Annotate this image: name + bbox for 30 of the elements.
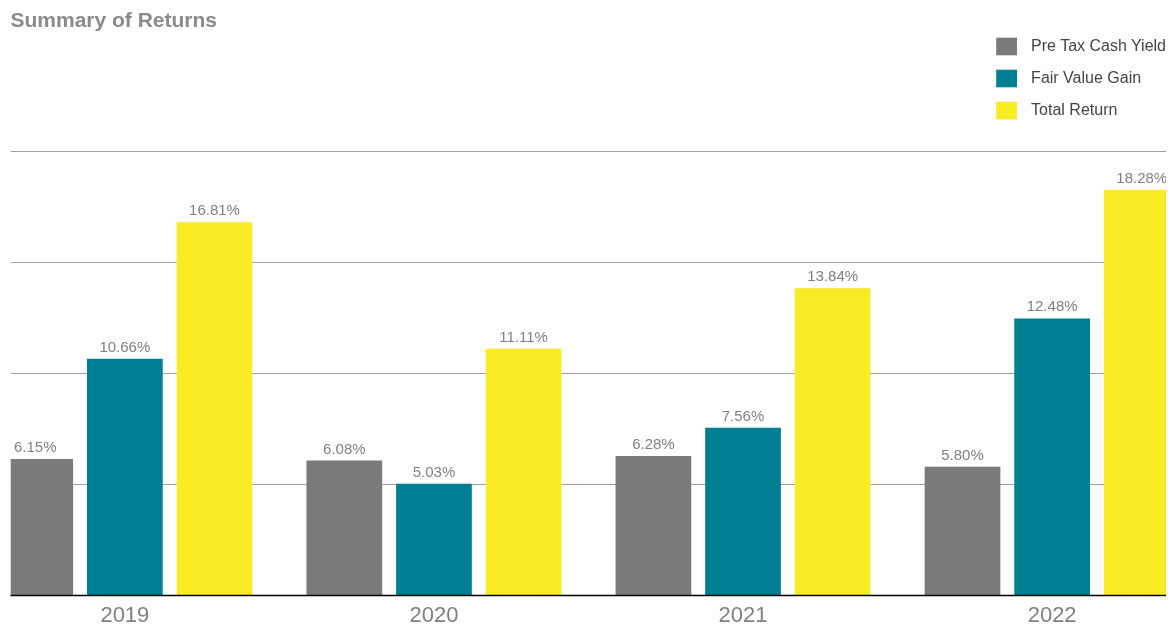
chart-title: Summary of Returns [10, 7, 218, 31]
bar [485, 348, 562, 596]
x-tick-label: 2020 [409, 601, 459, 627]
bar [705, 427, 781, 596]
bar [1014, 318, 1090, 596]
data-label: 5.80% [941, 445, 984, 463]
x-tick-label: 2022 [1027, 601, 1077, 627]
bar [176, 222, 253, 596]
legend-label: Fair Value Gain [1031, 69, 1142, 87]
legend-label: Total Return [1031, 101, 1118, 119]
bar [924, 466, 1001, 596]
data-label: 10.66% [99, 337, 151, 355]
data-label: 12.48% [1026, 297, 1078, 315]
data-label: 6.08% [323, 439, 366, 457]
data-label: 13.84% [807, 267, 859, 285]
x-tick-label: 2021 [718, 601, 768, 627]
bar [794, 288, 871, 596]
data-label: 6.28% [632, 435, 675, 453]
bar [396, 483, 472, 596]
data-label: 11.11% [499, 327, 548, 345]
bar [87, 358, 163, 596]
x-tick-label: 2019 [100, 601, 150, 627]
data-label: 16.81% [189, 201, 240, 219]
bar [615, 456, 692, 596]
data-label: 6.15% [13, 437, 57, 455]
data-label: 5.03% [412, 462, 456, 480]
legend-label: Pre Tax Cash Yield [1031, 37, 1166, 55]
data-label: 18.28% [1116, 168, 1168, 186]
bar [306, 460, 383, 596]
data-label: 7.56% [721, 406, 765, 424]
